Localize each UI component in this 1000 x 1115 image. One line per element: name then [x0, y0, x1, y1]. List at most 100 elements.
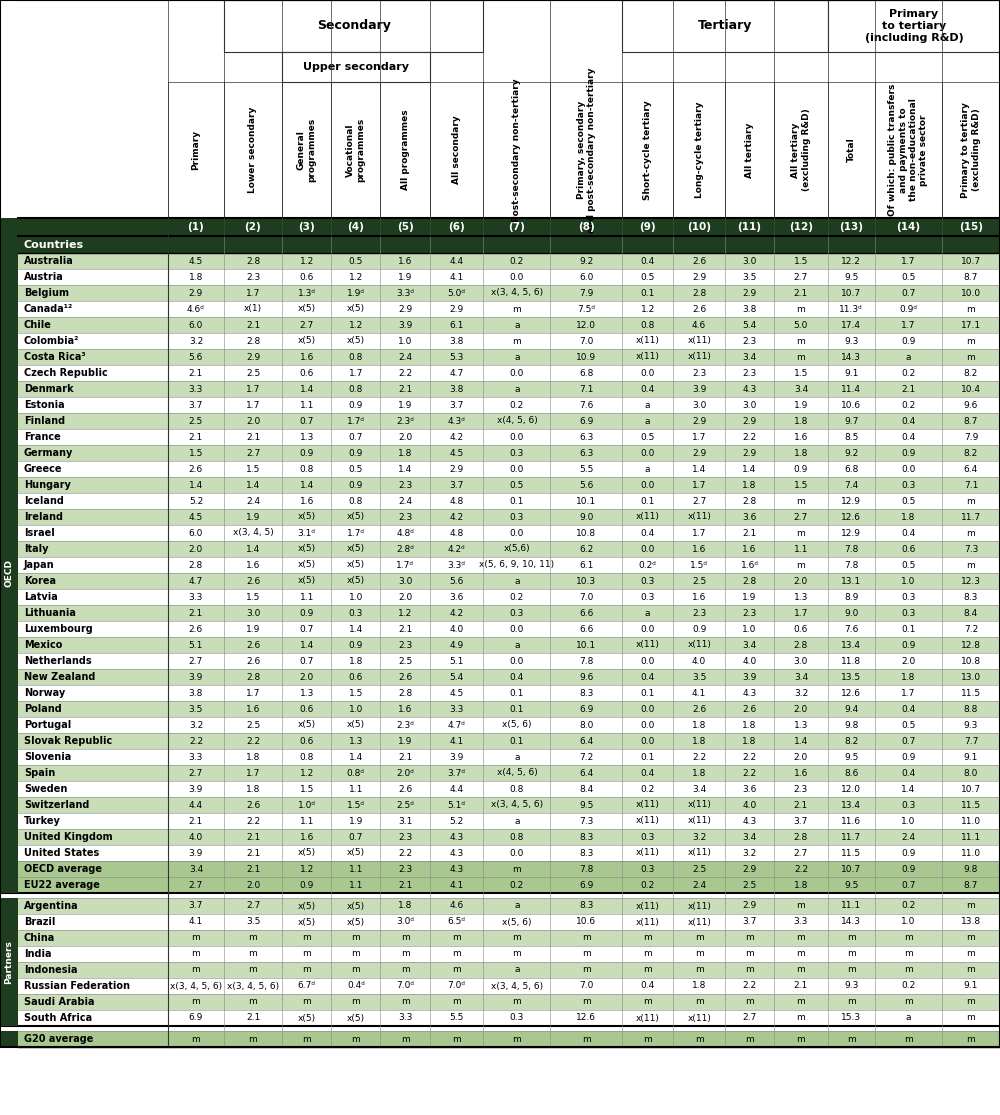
Text: (8): (8) [578, 222, 595, 232]
Text: Colombia²: Colombia² [24, 336, 79, 346]
Text: 1.6: 1.6 [246, 561, 260, 570]
Bar [828, 605, 875, 621]
Bar [168, 653, 224, 669]
Text: 3.2: 3.2 [189, 337, 203, 346]
Text: 4.0: 4.0 [189, 833, 203, 842]
Text: 4.5: 4.5 [189, 513, 203, 522]
Bar [168, 253, 224, 269]
Text: 3.4: 3.4 [189, 864, 203, 873]
Bar [875, 669, 942, 685]
Bar [774, 733, 828, 749]
Text: 3.3: 3.3 [189, 592, 203, 601]
Bar [673, 669, 725, 685]
Text: 7.2: 7.2 [579, 753, 593, 762]
Bar [725, 317, 774, 333]
Text: 0.7: 0.7 [299, 417, 314, 426]
Bar [725, 914, 774, 930]
Bar [331, 914, 380, 930]
Bar [331, 845, 380, 861]
Bar [673, 349, 725, 365]
Text: 0.0: 0.0 [510, 433, 524, 442]
Text: a: a [514, 902, 520, 911]
Text: 3.4: 3.4 [692, 785, 706, 794]
Text: 1.0: 1.0 [901, 576, 915, 585]
Text: 0.4ᵈ: 0.4ᵈ [347, 981, 365, 990]
Text: 4.8: 4.8 [449, 529, 464, 537]
Text: 3.2: 3.2 [189, 720, 203, 729]
Bar [875, 349, 942, 365]
Text: 1.8: 1.8 [398, 448, 412, 457]
Text: 2.1: 2.1 [398, 624, 412, 633]
Bar [550, 589, 622, 605]
Bar [550, 269, 622, 285]
Bar [875, 701, 942, 717]
Text: 2.6: 2.6 [692, 304, 706, 313]
Text: x(11): x(11) [636, 902, 660, 911]
Text: 1.1: 1.1 [299, 592, 314, 601]
Bar [18, 477, 168, 493]
Text: 6.5ᵈ: 6.5ᵈ [448, 918, 466, 927]
Bar [168, 797, 224, 813]
Text: 2.1: 2.1 [189, 433, 203, 442]
Bar [282, 685, 331, 701]
Bar [331, 573, 380, 589]
Text: 1.5ᵈ: 1.5ᵈ [347, 801, 365, 809]
Text: 4.2: 4.2 [449, 433, 464, 442]
Text: 0.0: 0.0 [510, 624, 524, 633]
Bar [18, 621, 168, 637]
Text: x(5, 6): x(5, 6) [502, 720, 532, 729]
Bar [828, 637, 875, 653]
Bar [380, 349, 430, 365]
Text: Australia: Australia [24, 256, 74, 266]
Text: 1.8: 1.8 [189, 272, 203, 281]
Bar [224, 349, 282, 365]
Bar [380, 780, 430, 797]
Text: 3.8: 3.8 [189, 688, 203, 698]
Text: m: m [351, 933, 360, 942]
Text: 2.7: 2.7 [189, 657, 203, 666]
Bar [673, 510, 725, 525]
Text: 8.2: 8.2 [844, 737, 858, 746]
Bar [282, 269, 331, 285]
Bar [430, 1031, 483, 1047]
Bar [380, 83, 430, 219]
Text: x(11): x(11) [687, 337, 711, 346]
Bar [875, 381, 942, 397]
Text: 0.4: 0.4 [641, 768, 655, 777]
Bar [725, 605, 774, 621]
Text: 9.1: 9.1 [844, 368, 858, 378]
Bar [875, 733, 942, 749]
Text: 1.4: 1.4 [692, 465, 706, 474]
Bar [224, 845, 282, 861]
Text: x(11): x(11) [636, 1014, 660, 1022]
Text: Upper secondary: Upper secondary [303, 62, 409, 72]
Text: 2.1: 2.1 [189, 609, 203, 618]
Text: m: m [249, 1035, 257, 1044]
Text: 0.6: 0.6 [794, 624, 808, 633]
Text: 3.5: 3.5 [692, 672, 706, 681]
Text: 10.1: 10.1 [576, 496, 596, 505]
Text: 0.9ᵈ: 0.9ᵈ [899, 304, 917, 313]
Text: 1.7: 1.7 [692, 433, 706, 442]
Bar [483, 813, 550, 828]
Text: 6.6: 6.6 [579, 609, 593, 618]
Text: m: m [967, 529, 975, 537]
Bar [224, 621, 282, 637]
Text: 8.6: 8.6 [844, 768, 858, 777]
Bar [331, 301, 380, 317]
Bar [483, 930, 550, 946]
Bar [622, 621, 673, 637]
Bar [550, 813, 622, 828]
Bar [168, 460, 224, 477]
Text: 2.5: 2.5 [692, 576, 706, 585]
Bar [483, 269, 550, 285]
Text: 2.1: 2.1 [246, 833, 260, 842]
Bar [224, 1010, 282, 1026]
Bar [875, 83, 942, 219]
Bar [168, 429, 224, 445]
Bar [774, 845, 828, 861]
Bar [875, 253, 942, 269]
Bar [725, 898, 774, 914]
Bar [168, 301, 224, 317]
Bar [550, 477, 622, 493]
